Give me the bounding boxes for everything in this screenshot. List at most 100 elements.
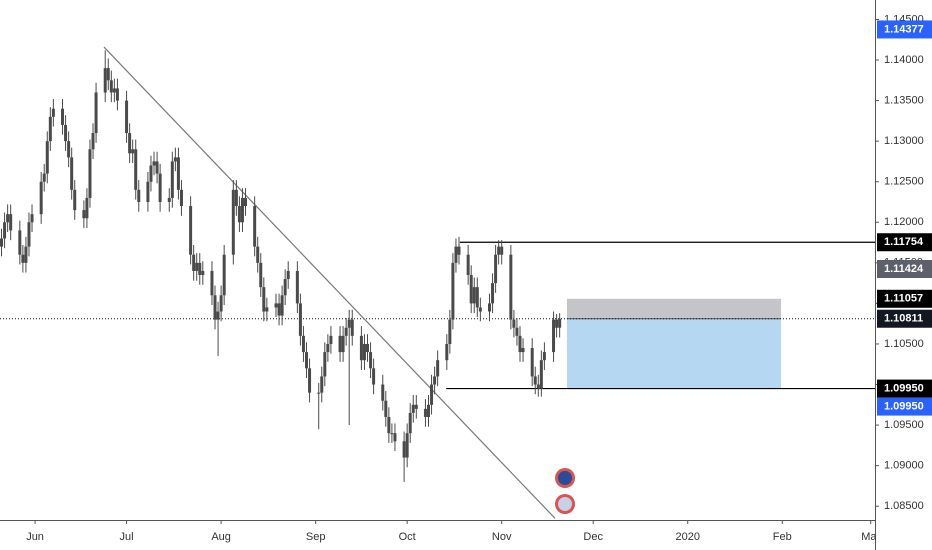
price-badge xyxy=(877,260,932,279)
candle-body xyxy=(448,319,452,344)
candle-body xyxy=(555,319,559,328)
price-badge-label: 1.09950 xyxy=(884,382,924,394)
candle-body xyxy=(179,189,183,207)
price-badge xyxy=(877,233,932,252)
candle-body xyxy=(301,335,305,353)
price-badge xyxy=(877,289,932,308)
candle-body xyxy=(219,295,223,312)
candle-body xyxy=(286,270,290,280)
candle-body xyxy=(67,141,71,158)
candle-body xyxy=(94,92,98,134)
price-badge-label: 1.11424 xyxy=(884,263,924,275)
candle-body xyxy=(423,408,427,417)
x-tick-label: Aug xyxy=(211,531,231,543)
candle-body xyxy=(106,68,110,81)
candle-body xyxy=(347,319,351,328)
price-badge-label: 1.10811 xyxy=(884,313,923,325)
candle-body xyxy=(112,88,116,93)
candle-body xyxy=(152,161,156,166)
price-badge-label: 1.14377 xyxy=(884,23,924,35)
flag-icon xyxy=(558,471,572,485)
x-tick-label: Dec xyxy=(583,531,603,543)
x-tick-label: Mar xyxy=(861,531,880,543)
candle-body xyxy=(530,348,534,377)
candle-body xyxy=(256,246,260,263)
y-tick-label: 1.12500 xyxy=(884,176,924,188)
candle-body xyxy=(558,318,562,328)
candle-body xyxy=(213,295,217,320)
candle-body xyxy=(280,295,284,316)
candle-body xyxy=(231,189,235,255)
candle-body xyxy=(39,181,43,215)
candle-body xyxy=(216,311,220,320)
y-tick-label: 1.10500 xyxy=(884,338,924,350)
candle-body xyxy=(73,189,77,211)
stop-zone xyxy=(566,298,782,319)
candle-body xyxy=(445,343,449,361)
candle-body xyxy=(125,100,129,134)
candle-body xyxy=(48,116,52,142)
candle-body xyxy=(128,133,132,154)
candle-body xyxy=(457,246,461,255)
candle-body xyxy=(210,270,214,296)
price-badge-label: 1.11754 xyxy=(884,236,924,248)
candle-body xyxy=(137,189,141,202)
candle-body xyxy=(366,343,370,353)
candle-body xyxy=(305,352,309,369)
candle-body xyxy=(402,441,406,458)
candle-body xyxy=(393,433,397,442)
candle-body xyxy=(344,327,348,336)
x-tick-label: Jul xyxy=(120,531,134,543)
candle-body xyxy=(512,319,516,328)
candle-body xyxy=(341,335,345,353)
candle-body xyxy=(427,404,431,417)
candle-body xyxy=(103,68,107,93)
candle-body xyxy=(329,335,333,344)
candle-body xyxy=(27,222,31,247)
candle-body xyxy=(61,108,65,125)
candle-body xyxy=(88,149,92,198)
x-tick-label: Oct xyxy=(399,531,416,543)
candle-body xyxy=(115,88,119,101)
y-tick-label: 1.09000 xyxy=(884,460,924,472)
candle-body xyxy=(131,149,135,154)
candle-body xyxy=(323,352,327,377)
candle-body xyxy=(222,254,226,296)
candle-body xyxy=(491,283,495,304)
candle-body xyxy=(149,165,153,182)
candle-body xyxy=(320,376,324,393)
candle-body xyxy=(195,262,199,271)
y-tick-label: 1.14000 xyxy=(884,54,924,66)
candle-body xyxy=(451,262,455,320)
candle-body xyxy=(244,197,248,207)
price-badge-label: 1.11057 xyxy=(884,293,923,305)
candle-body xyxy=(295,270,299,304)
event-flags xyxy=(555,468,575,514)
candle-body xyxy=(390,433,394,435)
candle-body xyxy=(64,124,68,142)
candle-body xyxy=(518,335,522,353)
candle-body xyxy=(542,352,546,361)
candle-body xyxy=(170,161,174,198)
candle-body xyxy=(430,384,434,405)
candle-body xyxy=(6,214,10,223)
candle-body xyxy=(521,348,525,353)
candle-body xyxy=(45,141,49,174)
candle-body xyxy=(146,181,150,202)
candle-body xyxy=(308,368,312,393)
candle-body xyxy=(24,246,28,263)
candle-body xyxy=(436,360,440,377)
candle-body xyxy=(30,214,34,223)
candle-body xyxy=(533,376,537,385)
price-badge xyxy=(877,397,932,416)
candle-body xyxy=(500,246,504,255)
candle-body xyxy=(176,157,180,190)
candle-body xyxy=(475,287,479,308)
candle-body xyxy=(155,161,159,174)
candle-body xyxy=(387,416,391,434)
candle-body xyxy=(234,189,238,207)
candle-body xyxy=(487,303,491,312)
candle-body xyxy=(466,254,470,276)
y-tick-label: 1.12000 xyxy=(884,216,924,228)
